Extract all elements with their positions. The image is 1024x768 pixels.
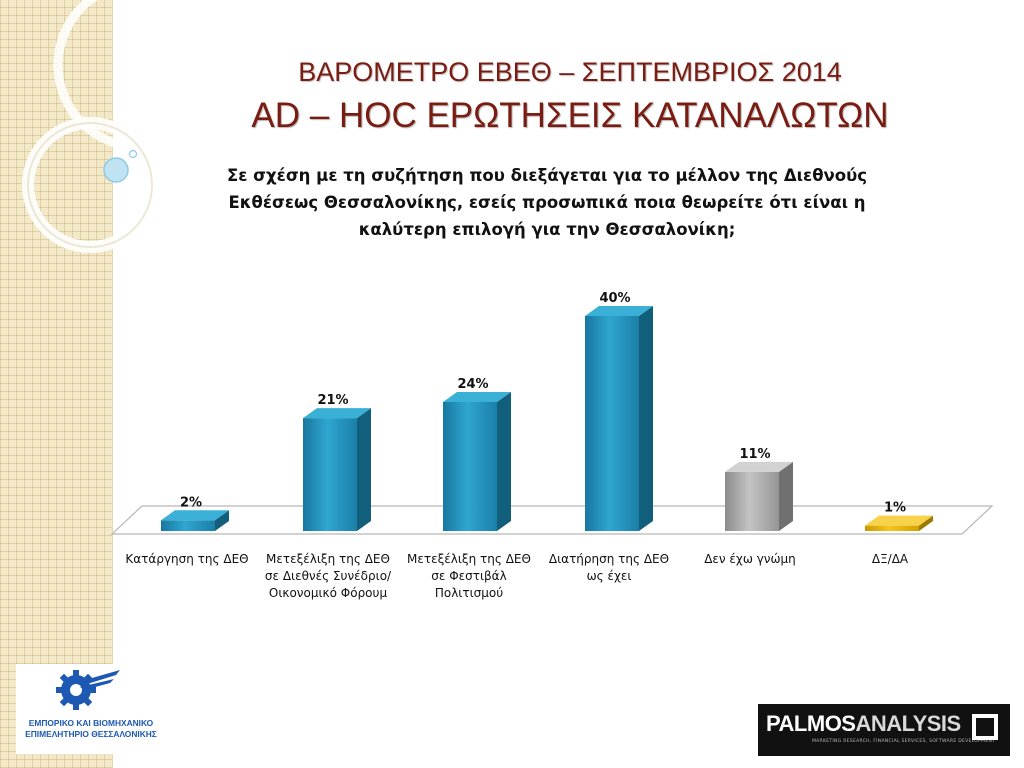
bar-1 [161, 510, 229, 531]
bar-top [585, 306, 653, 316]
bar-2 [303, 408, 371, 531]
bar-top [303, 408, 371, 419]
chamber-logo: ΕΜΠΟΡΙΚΟ ΚΑΙ ΒΙΟΜΗΧΑΝΙΚΟ ΕΠΙΜΕΛΗΤΗΡΙΟ ΘΕ… [16, 664, 166, 754]
chamber-name-line1: ΕΜΠΟΡΙΚΟ ΚΑΙ ΒΙΟΜΗΧΑΝΙΚΟ [28, 718, 154, 728]
bar-side [639, 306, 653, 531]
bar-5 [725, 461, 793, 531]
bar-side [357, 408, 371, 531]
bar-side [919, 515, 933, 531]
survey-question: Σε σχέση με τη συζήτηση που διεξάγεται γ… [226, 166, 868, 239]
bar-side [215, 510, 229, 531]
category-label: ΔΞ/ΔΑ [871, 552, 909, 566]
bar-front [585, 316, 639, 531]
category-label: Μετεξέλιξη της ΔΕΘ σε Διεθνές Συνέδριο/ … [264, 552, 392, 600]
bar-side [497, 392, 511, 531]
brand-part1: PALMOS [766, 711, 856, 736]
bar-front [303, 418, 357, 531]
page-title: ΒΑΡΟΜΕΤΡΟ ΕΒΕΘ – ΣΕΠΤΕΜΒΡΙΟΣ 2014 [298, 57, 842, 87]
chamber-name-line2: ΕΠΙΜΕΛΗΤΗΡΙΟ ΘΕΣΣΑΛΟΝΙΚΗΣ [25, 729, 157, 739]
bar-6 [865, 515, 933, 531]
brand-square-icon [972, 714, 998, 740]
bar-front [443, 402, 497, 531]
category-label: Μετεξέλιξη της ΔΕΘ σε Φεστιβάλ Πολιτισμο… [407, 552, 531, 600]
data-label: 11% [739, 447, 770, 462]
bar-side [779, 461, 793, 531]
bar-front [161, 520, 215, 531]
bar-top [725, 461, 793, 472]
bar-top [161, 510, 229, 521]
bar-front [725, 471, 779, 531]
chart-floor [110, 505, 994, 535]
gear-with-wing-logo-icon [56, 670, 120, 710]
bar-top [865, 515, 933, 526]
brand-part2: ANALYSIS [855, 711, 961, 736]
category-label: Διατήρηση της ΔΕΘ ως έχει [548, 552, 670, 583]
bar-3 [443, 392, 511, 531]
data-label: 40% [599, 291, 630, 306]
palmos-analysis-logo: PALMOSANALYSIS MARKETING RESEARCH, FINAN… [758, 704, 1010, 756]
category-label: Δεν έχω γνώμη [704, 552, 796, 566]
bar-top [443, 392, 511, 402]
data-label: 24% [457, 377, 488, 392]
brand-tagline: MARKETING RESEARCH, FINANCIAL SERVICES, … [812, 739, 996, 744]
category-label: Κατάργηση της ΔΕΘ [125, 552, 249, 566]
data-label: 2% [180, 495, 202, 510]
page-subtitle: AD – HOC ΕΡΩΤΗΣΕΙΣ ΚΑΤΑΝΑΛΩΤΩΝ [251, 96, 889, 135]
data-label: 21% [317, 393, 348, 408]
decorative-circles [22, 0, 200, 253]
bar-front [865, 525, 919, 531]
bar-4 [585, 306, 653, 531]
data-label: 1% [884, 501, 906, 516]
